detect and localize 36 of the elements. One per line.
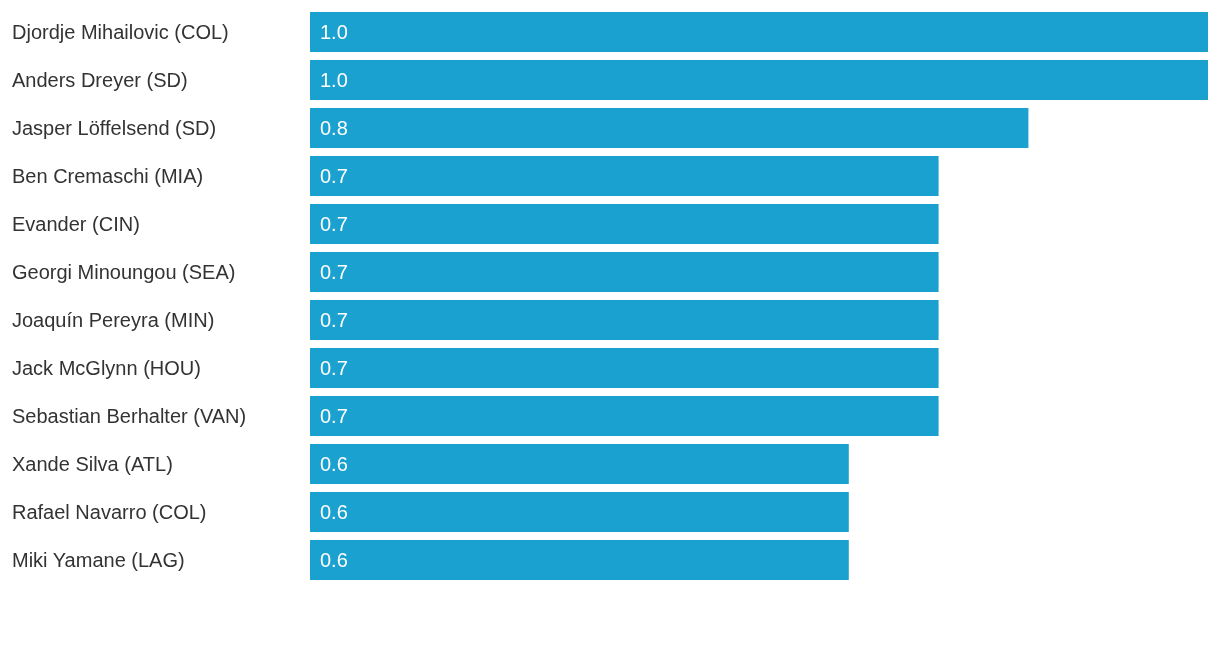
y-tick-label: Evander (CIN) — [12, 213, 140, 235]
data-label: 0.7 — [320, 261, 348, 284]
data-label: 0.7 — [320, 357, 348, 380]
y-tick-label: Jasper Löffelsend (SD) — [12, 117, 217, 139]
data-label: 0.7 — [320, 165, 348, 188]
y-tick-label: Georgi Minoungou (SEA) — [12, 261, 236, 283]
data-label: 0.7 — [320, 213, 348, 236]
bar — [310, 252, 939, 292]
y-tick-label: Djordje Mihailovic (COL) — [12, 21, 229, 43]
data-label: 1.0 — [320, 21, 348, 44]
y-tick-label: Rafael Navarro (COL) — [12, 501, 207, 523]
data-label: 0.7 — [320, 309, 348, 332]
data-label: 0.7 — [320, 405, 348, 428]
bar — [310, 300, 939, 340]
bar — [310, 348, 939, 388]
bar — [310, 540, 849, 580]
bar — [310, 492, 849, 532]
data-label: 0.8 — [320, 117, 348, 140]
bar — [310, 396, 939, 436]
data-label: 1.0 — [320, 69, 348, 92]
y-tick-label: Joaquín Pereyra (MIN) — [12, 309, 215, 331]
y-tick-label: Xande Silva (ATL) — [12, 453, 173, 475]
bar — [310, 156, 939, 196]
data-label: 0.6 — [320, 453, 348, 476]
y-tick-label: Anders Dreyer (SD) — [12, 69, 188, 91]
bar — [310, 12, 1208, 52]
y-tick-label: Miki Yamane (LAG) — [12, 549, 185, 571]
bar — [310, 444, 849, 484]
bar — [310, 108, 1029, 148]
data-label: 0.6 — [320, 501, 348, 524]
y-tick-label: Ben Cremaschi (MIA) — [12, 165, 204, 187]
y-tick-label: Jack McGlynn (HOU) — [12, 357, 201, 379]
y-tick-label: Sebastian Berhalter (VAN) — [12, 405, 247, 427]
data-label: 0.6 — [320, 549, 348, 572]
bar — [310, 60, 1208, 100]
bar — [310, 204, 939, 244]
